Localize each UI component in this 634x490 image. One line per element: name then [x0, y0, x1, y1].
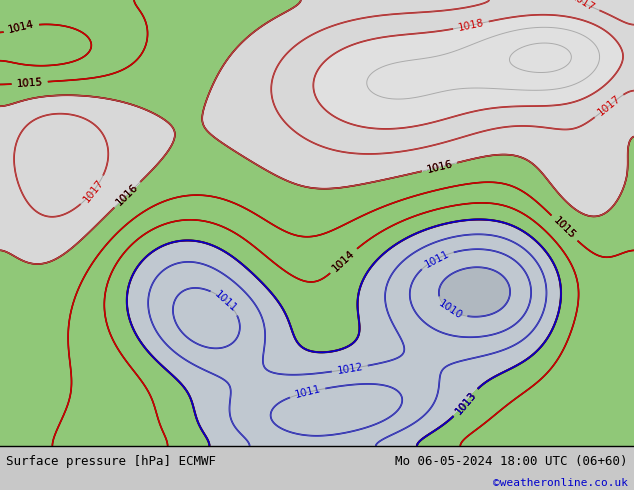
Text: 1013: 1013: [453, 390, 478, 416]
Text: 1014: 1014: [330, 248, 356, 273]
Text: 1016: 1016: [114, 182, 140, 208]
Text: 1015: 1015: [552, 216, 578, 241]
Text: 1013: 1013: [453, 390, 478, 416]
Text: 1010: 1010: [437, 299, 464, 321]
Text: Mo 06-05-2024 18:00 UTC (06+60): Mo 06-05-2024 18:00 UTC (06+60): [395, 455, 628, 468]
Text: 1011: 1011: [213, 289, 239, 314]
Text: ©weatheronline.co.uk: ©weatheronline.co.uk: [493, 478, 628, 489]
Text: 1015: 1015: [552, 216, 578, 241]
Text: 1014: 1014: [7, 20, 35, 35]
Text: 1017: 1017: [595, 94, 623, 118]
Text: 1018: 1018: [457, 18, 485, 33]
Text: 1016: 1016: [425, 159, 453, 175]
Text: 1012: 1012: [336, 362, 364, 376]
Text: 1017: 1017: [81, 177, 105, 204]
Text: 1017: 1017: [569, 0, 597, 13]
Text: 1016: 1016: [425, 159, 453, 175]
Text: 1013: 1013: [453, 390, 478, 416]
Text: 1014: 1014: [7, 20, 35, 35]
Text: 1014: 1014: [330, 248, 356, 273]
Text: 1011: 1011: [423, 248, 451, 270]
Text: Surface pressure [hPa] ECMWF: Surface pressure [hPa] ECMWF: [6, 455, 216, 468]
Text: 1015: 1015: [16, 77, 43, 89]
Text: 1011: 1011: [294, 384, 321, 400]
Text: 1015: 1015: [16, 77, 43, 89]
Text: 1016: 1016: [114, 182, 140, 208]
